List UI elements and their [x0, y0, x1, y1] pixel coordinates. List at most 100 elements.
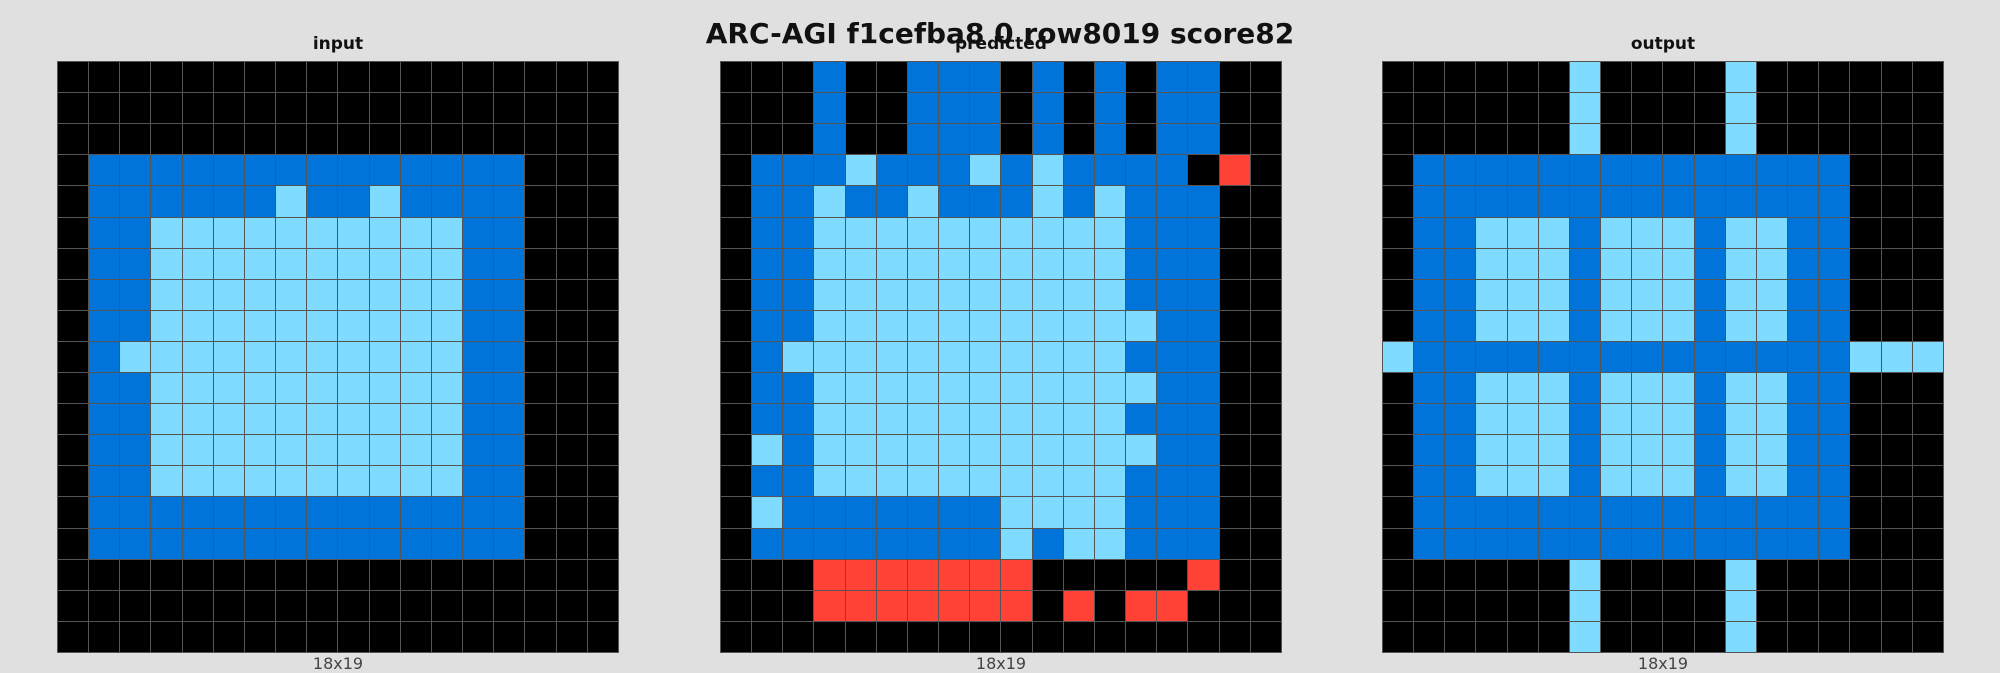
grid-cell [369, 466, 400, 497]
grid-cell [1632, 497, 1663, 528]
grid-cell [1819, 341, 1850, 373]
grid-cell [1157, 466, 1188, 497]
grid-cell [1032, 217, 1063, 248]
grid-cell [1414, 621, 1445, 652]
grid-cell [752, 590, 783, 621]
grid-cell [970, 621, 1001, 652]
grid-cell [1001, 621, 1032, 652]
grid-cell [1188, 248, 1219, 279]
grid-cell [400, 621, 431, 652]
grid-cell [213, 404, 244, 435]
grid-cell [307, 528, 338, 559]
grid-cell [244, 621, 276, 652]
grid-cell [1445, 248, 1476, 279]
grid-cell [1507, 248, 1538, 279]
grid-cell [721, 466, 752, 497]
grid-cell [1881, 497, 1912, 528]
grid-cell [752, 466, 783, 497]
grid-cell [907, 155, 939, 186]
predicted-dims-label: 18x19 [975, 654, 1027, 673]
grid-cell [463, 217, 494, 248]
grid-cell [1663, 248, 1694, 279]
grid-cell [1694, 217, 1725, 248]
grid-cell [1032, 590, 1063, 621]
grid-cell [1250, 93, 1281, 124]
grid-cell [151, 93, 182, 124]
grid-cell [182, 93, 213, 124]
grid-cell [721, 62, 752, 93]
grid-cell [587, 341, 618, 373]
grid-cell [814, 124, 845, 155]
grid-cell [1756, 466, 1788, 497]
grid-cell [556, 124, 587, 155]
grid-cell [1788, 528, 1819, 559]
grid-cell [587, 279, 618, 310]
grid-cell [431, 186, 463, 217]
grid-cell [1538, 373, 1569, 404]
grid-cell [939, 217, 970, 248]
grid-cell [587, 310, 618, 341]
grid-cell [338, 186, 369, 217]
grid-cell [939, 62, 970, 93]
grid-cell [876, 186, 907, 217]
grid-cell [1912, 93, 1943, 124]
grid-cell [1632, 62, 1663, 93]
grid-cell [1538, 341, 1569, 373]
grid-cell [369, 435, 400, 466]
grid-cell [58, 155, 89, 186]
grid-cell [1694, 590, 1725, 621]
grid-cell [525, 341, 556, 373]
grid-cell [1507, 621, 1538, 652]
grid-cell [876, 155, 907, 186]
grid-cell [876, 466, 907, 497]
grid-cell [1383, 279, 1414, 310]
grid-cell [1507, 497, 1538, 528]
grid-cell [1881, 124, 1912, 155]
grid-cell [494, 124, 525, 155]
grid-cell [1756, 404, 1788, 435]
grid-cell [939, 93, 970, 124]
grid-cell [1445, 528, 1476, 559]
grid-cell [1725, 217, 1756, 248]
grid-cell [587, 590, 618, 621]
grid-cell [814, 590, 845, 621]
grid-cell [1569, 528, 1601, 559]
grid-cell [400, 590, 431, 621]
grid-cell [307, 217, 338, 248]
grid-cell [970, 186, 1001, 217]
grid-cell [939, 248, 970, 279]
grid-cell [1126, 559, 1157, 590]
grid-cell [1507, 186, 1538, 217]
grid-cell [1850, 528, 1881, 559]
grid-cell [182, 528, 213, 559]
grid-cell [1819, 373, 1850, 404]
grid-cell [525, 310, 556, 341]
grid-cell [525, 155, 556, 186]
grid-cell [400, 124, 431, 155]
grid-cell [1219, 279, 1250, 310]
grid-cell [845, 62, 876, 93]
grid-cell [814, 186, 845, 217]
grid-cell [89, 279, 120, 310]
grid-cell [151, 124, 182, 155]
grid-cell [1632, 248, 1663, 279]
grid-cell [1219, 590, 1250, 621]
grid-cell [431, 528, 463, 559]
grid-cell [1157, 155, 1188, 186]
grid-cell [721, 155, 752, 186]
grid-cell [939, 621, 970, 652]
grid-cell [1663, 341, 1694, 373]
grid-cell [1250, 186, 1281, 217]
grid-cell [970, 248, 1001, 279]
grid-cell [783, 93, 814, 124]
grid-cell [276, 559, 307, 590]
grid-cell [213, 341, 244, 373]
grid-cell [1001, 186, 1032, 217]
grid-cell [1383, 559, 1414, 590]
grid-cell [89, 155, 120, 186]
grid-cell [1850, 124, 1881, 155]
grid-cell [939, 373, 970, 404]
grid-cell [431, 466, 463, 497]
grid-cell [213, 310, 244, 341]
grid-cell [1538, 404, 1569, 435]
